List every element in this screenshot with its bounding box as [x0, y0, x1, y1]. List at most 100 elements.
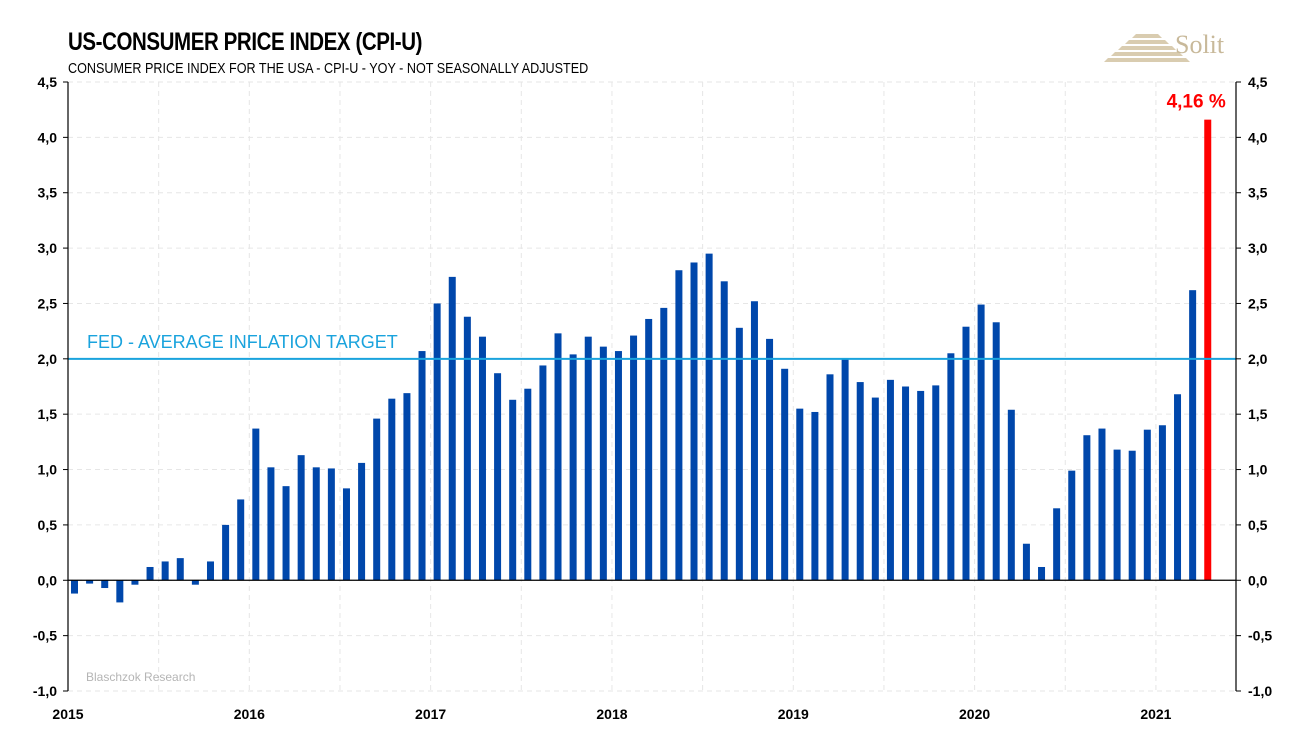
bar: [1158, 425, 1166, 581]
y-tick-label-right: 4,0: [1248, 129, 1268, 145]
bar: [977, 304, 985, 581]
x-tick-label: 2016: [234, 706, 265, 722]
bar: [826, 374, 834, 581]
bar: [176, 558, 184, 581]
bar: [191, 580, 199, 585]
bar: [690, 262, 698, 581]
bar: [902, 386, 910, 581]
x-tick-label: 2018: [596, 706, 627, 722]
watermark-text: Blaschzok Research: [86, 670, 195, 684]
bars: [71, 119, 1212, 603]
bar: [886, 379, 894, 581]
y-tick-label-left: 1,5: [38, 406, 58, 422]
bar: [131, 580, 139, 585]
y-tick-label-left: 1,0: [38, 462, 58, 478]
bar: [569, 354, 577, 581]
y-tick-label-left: -0,5: [33, 628, 57, 644]
y-tick-label-left: 3,0: [38, 240, 58, 256]
bar: [206, 561, 214, 581]
x-tick-label: 2020: [959, 706, 990, 722]
bar: [766, 338, 774, 581]
bar: [433, 303, 441, 581]
y-tick-label-left: 2,5: [38, 295, 58, 311]
bar: [388, 398, 396, 581]
bar: [403, 393, 411, 581]
bar: [252, 428, 260, 581]
bar: [282, 486, 290, 581]
bar: [871, 397, 879, 581]
y-tick-label-right: 2,5: [1248, 295, 1268, 311]
y-tick-label-right: 3,0: [1248, 240, 1268, 256]
bar: [267, 467, 275, 581]
y-tick-label-left: 3,5: [38, 185, 58, 201]
bar: [554, 333, 562, 581]
pyramid-logo-icon: [1104, 34, 1190, 62]
bar: [917, 390, 925, 581]
bar: [86, 580, 94, 584]
y-tick-label-right: 1,5: [1248, 406, 1268, 422]
bar: [1068, 470, 1076, 581]
chart-subtitle: CONSUMER PRICE INDEX FOR THE USA - CPI-U…: [68, 60, 589, 77]
bar: [735, 327, 743, 581]
bar: [1038, 566, 1046, 581]
bar: [705, 253, 713, 581]
bar: [1053, 508, 1061, 581]
bar: [614, 351, 622, 581]
x-tick-label: 2019: [778, 706, 809, 722]
bar: [645, 318, 653, 581]
bar: [630, 335, 638, 581]
y-tick-label-left: 0,5: [38, 517, 58, 533]
bar: [509, 399, 517, 581]
bar: [524, 388, 532, 581]
bar: [841, 358, 849, 581]
bar: [1083, 435, 1091, 581]
y-tick-label-right: 2,0: [1248, 351, 1268, 367]
y-tick-label-right: 4,5: [1248, 74, 1268, 90]
bar: [1098, 428, 1106, 581]
labels: FED - AVERAGE INFLATION TARGET 4,5 4,5 4,0 4…: [33, 74, 1272, 722]
bar: [962, 326, 970, 581]
bar: [463, 316, 471, 581]
last-bar: [1204, 119, 1212, 581]
bar: [992, 322, 1000, 581]
y-tick-label-right: 1,0: [1248, 462, 1268, 478]
y-tick-label-left: 4,5: [38, 74, 58, 90]
bar: [584, 336, 592, 581]
bar: [1189, 290, 1197, 581]
y-tick-label-left: 4,0: [38, 129, 58, 145]
y-tick-label-right: 0,0: [1248, 572, 1268, 588]
bar: [478, 336, 486, 581]
y-tick-label-right: 0,5: [1248, 517, 1268, 533]
bar: [494, 373, 502, 581]
bar: [1022, 543, 1030, 581]
logo-text: Solit: [1175, 30, 1225, 59]
y-tick-label-left: 0,0: [38, 572, 58, 588]
bar: [222, 524, 230, 581]
y-tick-label-left: -1,0: [33, 683, 57, 699]
bar: [781, 368, 789, 581]
chart-title: US-CONSUMER PRICE INDEX (CPI-U): [68, 28, 423, 56]
bar: [146, 566, 154, 581]
y-tick-label-right: 3,5: [1248, 185, 1268, 201]
bar: [720, 281, 728, 581]
bar: [342, 488, 350, 581]
bar: [418, 351, 426, 581]
bar: [947, 353, 955, 581]
bar: [1143, 429, 1151, 581]
bar: [297, 455, 305, 581]
x-tick-label: 2021: [1140, 706, 1171, 722]
y-tick-label-right: -1,0: [1248, 683, 1272, 699]
last-value-label: 4,16 %: [1167, 92, 1226, 113]
bar: [1128, 450, 1136, 581]
x-tick-label: 2015: [52, 706, 83, 722]
bar: [660, 307, 668, 581]
bar: [1007, 409, 1015, 581]
bar: [932, 385, 940, 581]
bar: [539, 365, 547, 581]
bar: [750, 301, 758, 581]
axes: [63, 81, 1241, 692]
bar: [312, 467, 320, 581]
bar: [448, 276, 456, 581]
y-tick-label-right: -0,5: [1248, 628, 1272, 644]
